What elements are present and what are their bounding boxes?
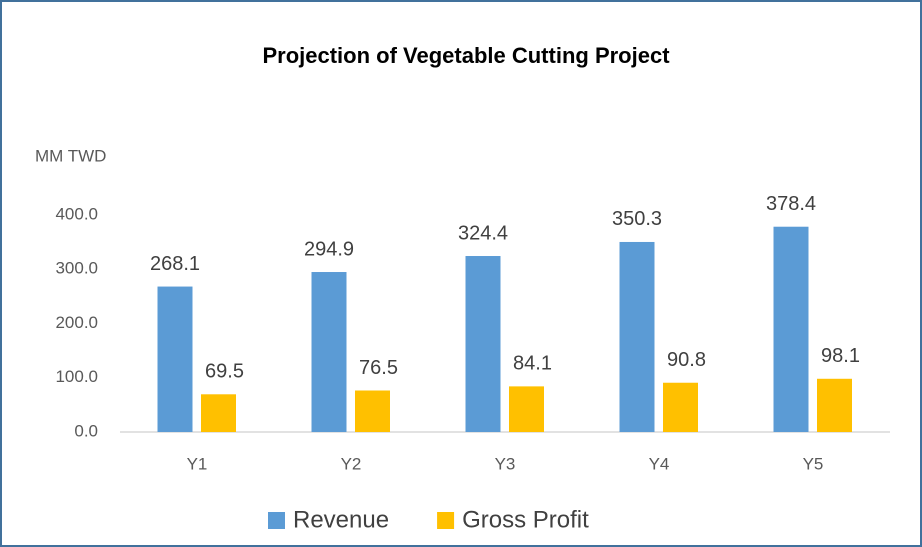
bar bbox=[355, 390, 390, 432]
y-tick-label: 200.0 bbox=[55, 313, 98, 332]
chart-title: Projection of Vegetable Cutting Project bbox=[262, 43, 670, 68]
bar bbox=[817, 378, 852, 432]
x-tick-label: Y3 bbox=[495, 454, 516, 473]
bar bbox=[773, 226, 809, 432]
y-tick-label: 100.0 bbox=[55, 367, 98, 386]
data-label: 69.5 bbox=[205, 361, 244, 383]
x-tick-label: Y1 bbox=[187, 454, 208, 473]
data-label: 324.4 bbox=[458, 222, 508, 244]
y-tick-label: 300.0 bbox=[55, 259, 98, 278]
data-label: 84.1 bbox=[513, 353, 552, 375]
data-label: 294.9 bbox=[304, 238, 354, 260]
x-tick-label: Y4 bbox=[649, 454, 670, 473]
x-tick-label: Y2 bbox=[341, 454, 362, 473]
bar bbox=[663, 382, 698, 432]
legend-label: Gross Profit bbox=[462, 506, 589, 533]
legend-swatch bbox=[268, 512, 285, 529]
bar bbox=[465, 256, 501, 432]
data-label: 76.5 bbox=[359, 357, 398, 379]
legend-label: Revenue bbox=[293, 506, 389, 533]
data-label: 268.1 bbox=[150, 253, 200, 275]
bar bbox=[509, 386, 544, 432]
data-label: 90.8 bbox=[667, 349, 706, 371]
legend-swatch bbox=[437, 512, 455, 529]
bar bbox=[311, 272, 347, 432]
bar bbox=[201, 394, 236, 432]
bar bbox=[157, 286, 193, 432]
data-label: 350.3 bbox=[612, 208, 662, 230]
y-tick-label: 400.0 bbox=[55, 204, 98, 223]
y-axis-label: MM TWD bbox=[35, 146, 106, 165]
y-tick-label: 0.0 bbox=[74, 421, 98, 440]
x-tick-label: Y5 bbox=[803, 454, 824, 473]
bar bbox=[619, 241, 655, 432]
data-label: 378.4 bbox=[766, 193, 816, 215]
data-label: 98.1 bbox=[821, 345, 860, 367]
